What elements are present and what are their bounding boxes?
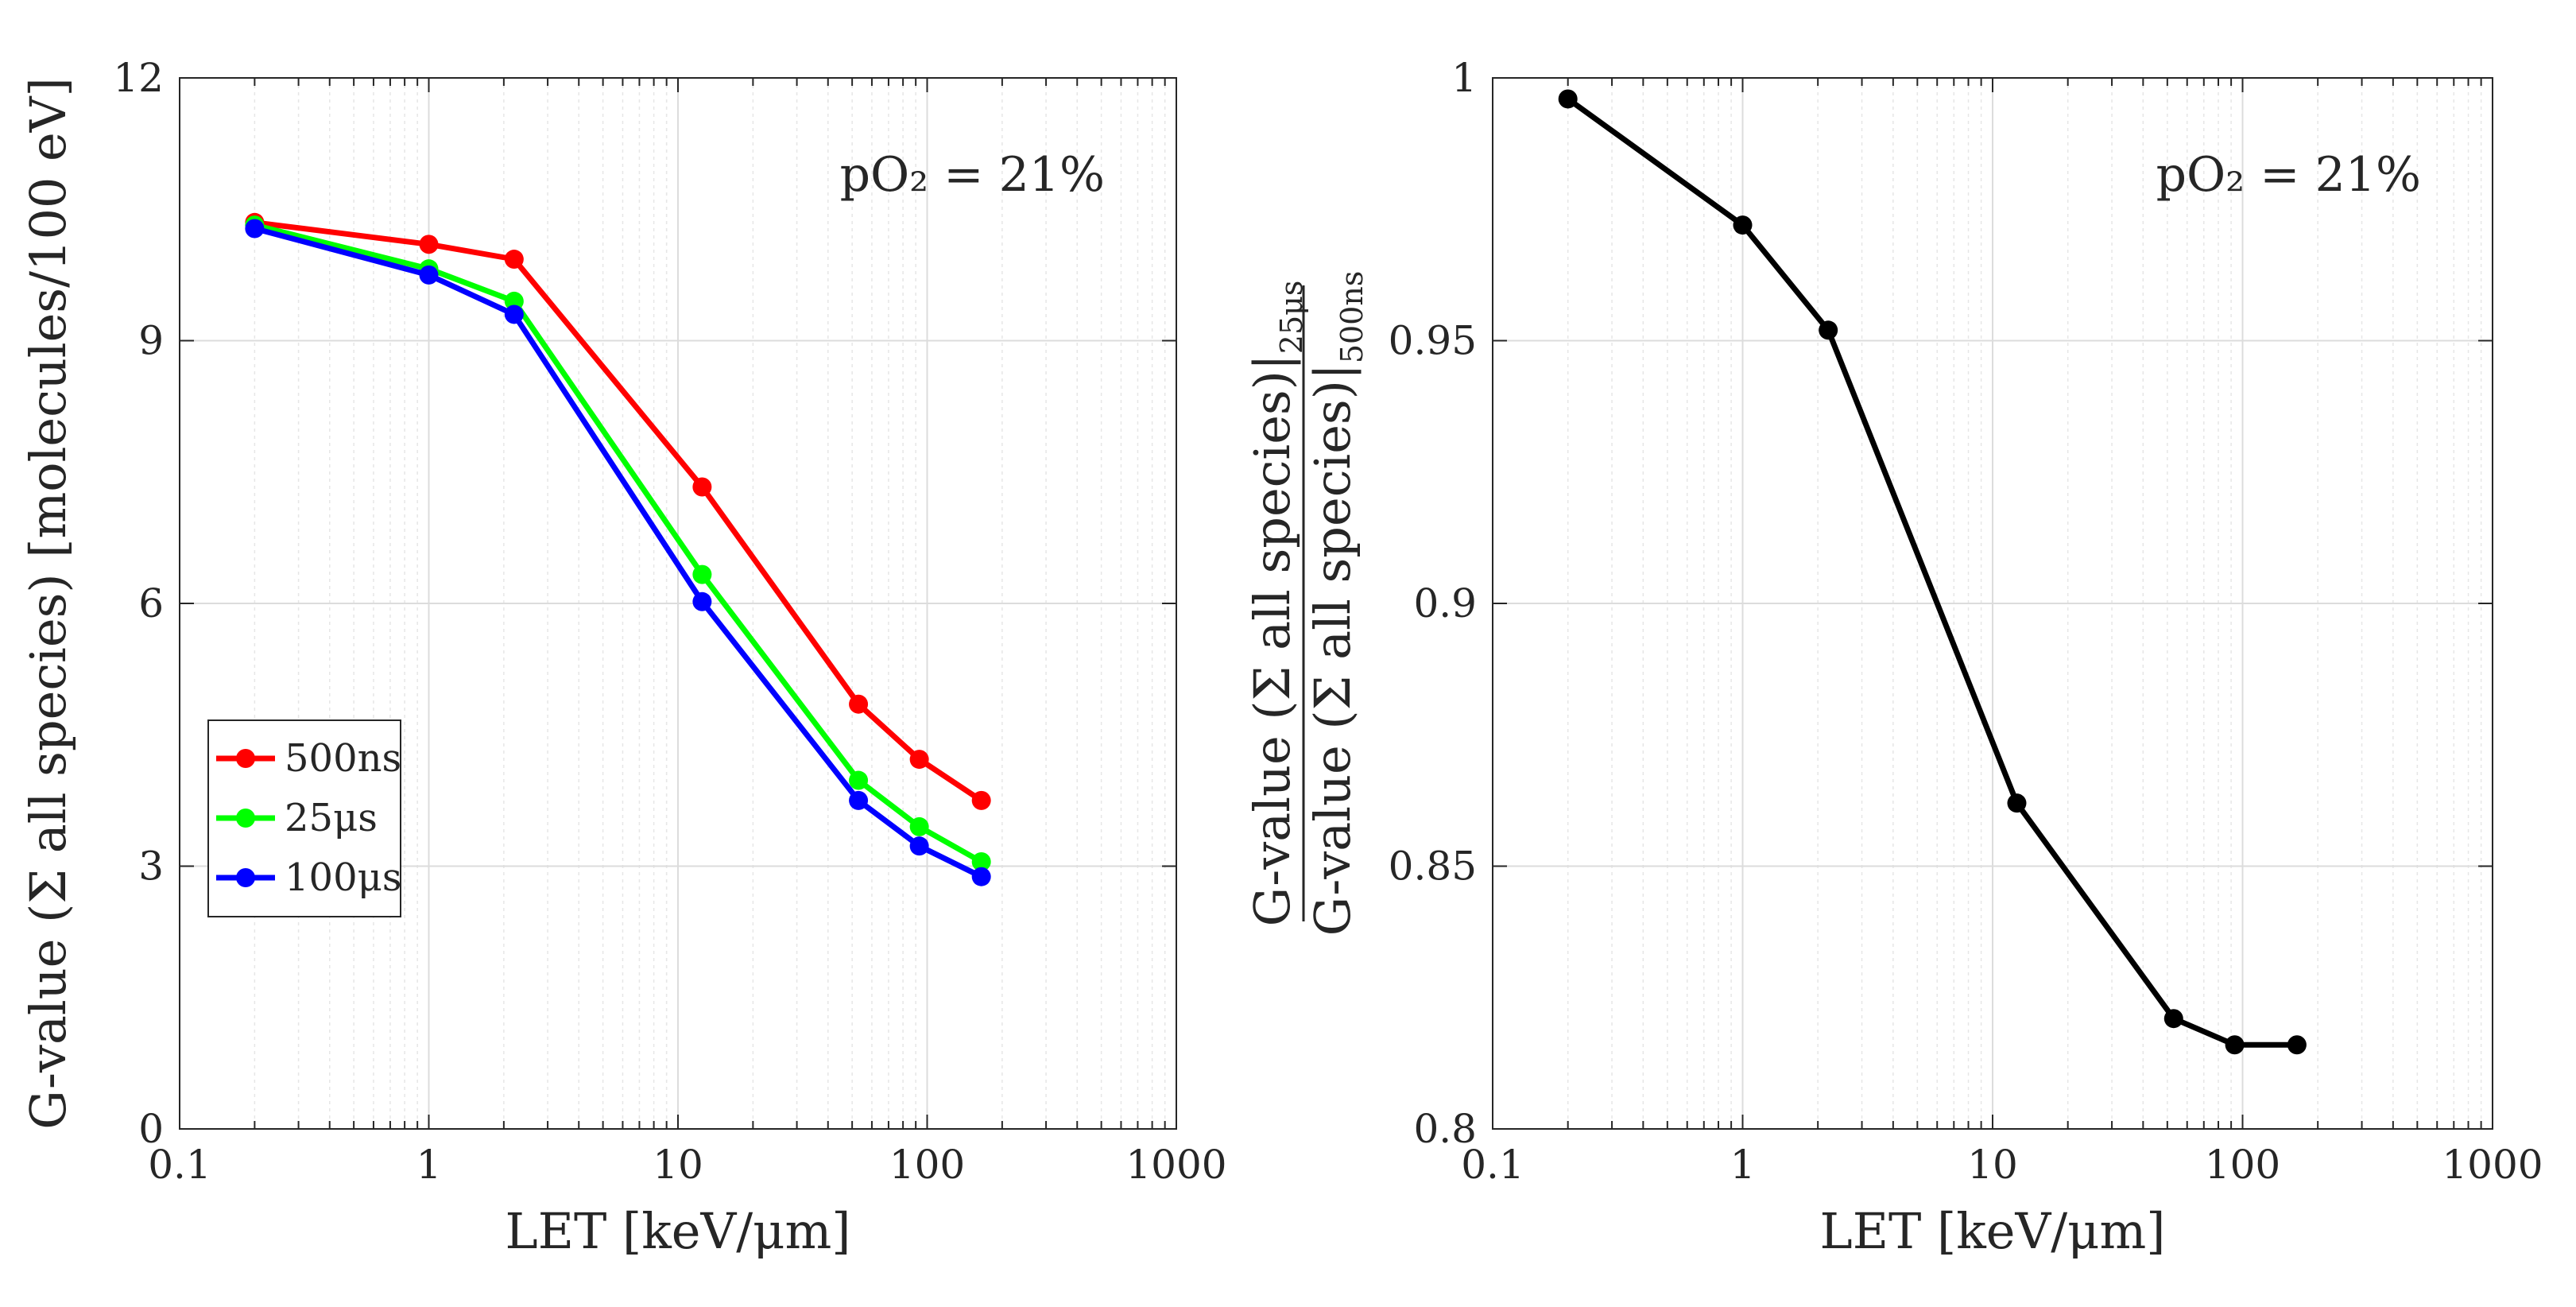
right-y-axis-label: G-value (Σ all species)|25μs G-value (Σ … bbox=[1243, 271, 1369, 937]
right-ticks: 0.1 1 10 100 1000 0.8 0.85 0.9 0.95 1 bbox=[1389, 55, 2543, 1188]
y-tick-label: 0.8 bbox=[1413, 1106, 1477, 1152]
data-point bbox=[2287, 1035, 2307, 1055]
data-point bbox=[971, 790, 991, 810]
x-tick-label: 10 bbox=[653, 1142, 703, 1188]
data-point bbox=[504, 304, 524, 324]
right-y-label-denominator-sub: 500ns bbox=[1334, 271, 1369, 364]
right-y-label-denominator-main: G-value (Σ all species)| bbox=[1303, 363, 1362, 936]
right-chart: 0.1 1 10 100 1000 0.8 0.85 0.9 0.95 1 pO₂ = 21% L… bbox=[1243, 55, 2543, 1260]
data-point bbox=[909, 816, 929, 836]
right-y-label-numerator-main: G-value (Σ all species)| bbox=[1243, 354, 1301, 926]
data-point bbox=[419, 235, 439, 254]
data-point bbox=[1558, 89, 1578, 109]
y-tick-label: 12 bbox=[113, 55, 164, 101]
y-tick-label: 0.9 bbox=[1413, 580, 1477, 626]
legend: 500ns 25μs 100μs bbox=[207, 719, 401, 917]
right-y-label-denominator: G-value (Σ all species)|500ns bbox=[1303, 271, 1369, 937]
data-point bbox=[849, 790, 869, 810]
data-point bbox=[849, 694, 869, 714]
data-point bbox=[849, 770, 869, 790]
data-point bbox=[245, 219, 265, 239]
data-point bbox=[971, 867, 991, 886]
data-point bbox=[971, 851, 991, 871]
left-series-group bbox=[245, 212, 991, 886]
data-point bbox=[504, 291, 524, 311]
x-tick-label: 1000 bbox=[2442, 1142, 2543, 1188]
x-tick-label: 100 bbox=[889, 1142, 965, 1188]
y-tick-label: 3 bbox=[138, 844, 164, 890]
data-point bbox=[1819, 320, 1838, 340]
right-x-axis-label: LET [keV/μm] bbox=[1820, 1202, 2166, 1260]
y-tick-label: 9 bbox=[138, 318, 164, 364]
legend-label: 100μs bbox=[285, 855, 401, 900]
data-point bbox=[909, 836, 929, 856]
data-point bbox=[692, 564, 712, 584]
y-tick-label: 6 bbox=[138, 580, 164, 626]
x-tick-label: 1000 bbox=[1125, 1142, 1226, 1188]
right-annotation: pO₂ = 21% bbox=[2156, 147, 2421, 203]
data-point bbox=[692, 591, 712, 611]
right-y-label-numerator: G-value (Σ all species)|25μs bbox=[1243, 281, 1309, 927]
left-x-axis-label: LET [keV/μm] bbox=[506, 1202, 851, 1260]
data-point bbox=[1733, 215, 1753, 235]
data-point bbox=[2007, 793, 2027, 813]
right-series-group bbox=[1558, 89, 2307, 1055]
legend-marker bbox=[236, 809, 255, 828]
y-tick-label: 1 bbox=[1451, 55, 1477, 101]
x-tick-label: 0.1 bbox=[148, 1142, 211, 1188]
legend-label: 25μs bbox=[285, 796, 378, 840]
x-tick-label: 10 bbox=[1967, 1142, 2018, 1188]
left-chart: 0.1 1 10 100 1000 0 3 6 9 12 pO₂ = 21% LET [keV/μ… bbox=[19, 55, 1227, 1260]
data-point bbox=[2225, 1035, 2245, 1055]
legend-label: 500ns bbox=[285, 736, 401, 781]
left-y-axis-label: G-value (Σ all species) [molecules/100 e… bbox=[19, 77, 77, 1129]
data-point bbox=[2163, 1009, 2183, 1029]
y-tick-label: 0.95 bbox=[1389, 318, 1477, 364]
x-tick-label: 0.1 bbox=[1461, 1142, 1524, 1188]
legend-marker bbox=[236, 868, 255, 887]
y-tick-label: 0.85 bbox=[1389, 844, 1477, 890]
data-point bbox=[504, 250, 524, 270]
x-tick-label: 1 bbox=[1730, 1142, 1756, 1188]
data-point bbox=[909, 750, 929, 770]
y-tick-label: 0 bbox=[138, 1106, 164, 1152]
x-tick-label: 1 bbox=[416, 1142, 442, 1188]
x-tick-label: 100 bbox=[2205, 1142, 2280, 1188]
legend-marker bbox=[236, 749, 255, 768]
data-point bbox=[692, 477, 712, 497]
left-annotation: pO₂ = 21% bbox=[840, 147, 1105, 203]
data-point bbox=[419, 265, 439, 285]
left-ticks: 0.1 1 10 100 1000 0 3 6 9 12 bbox=[113, 55, 1226, 1188]
